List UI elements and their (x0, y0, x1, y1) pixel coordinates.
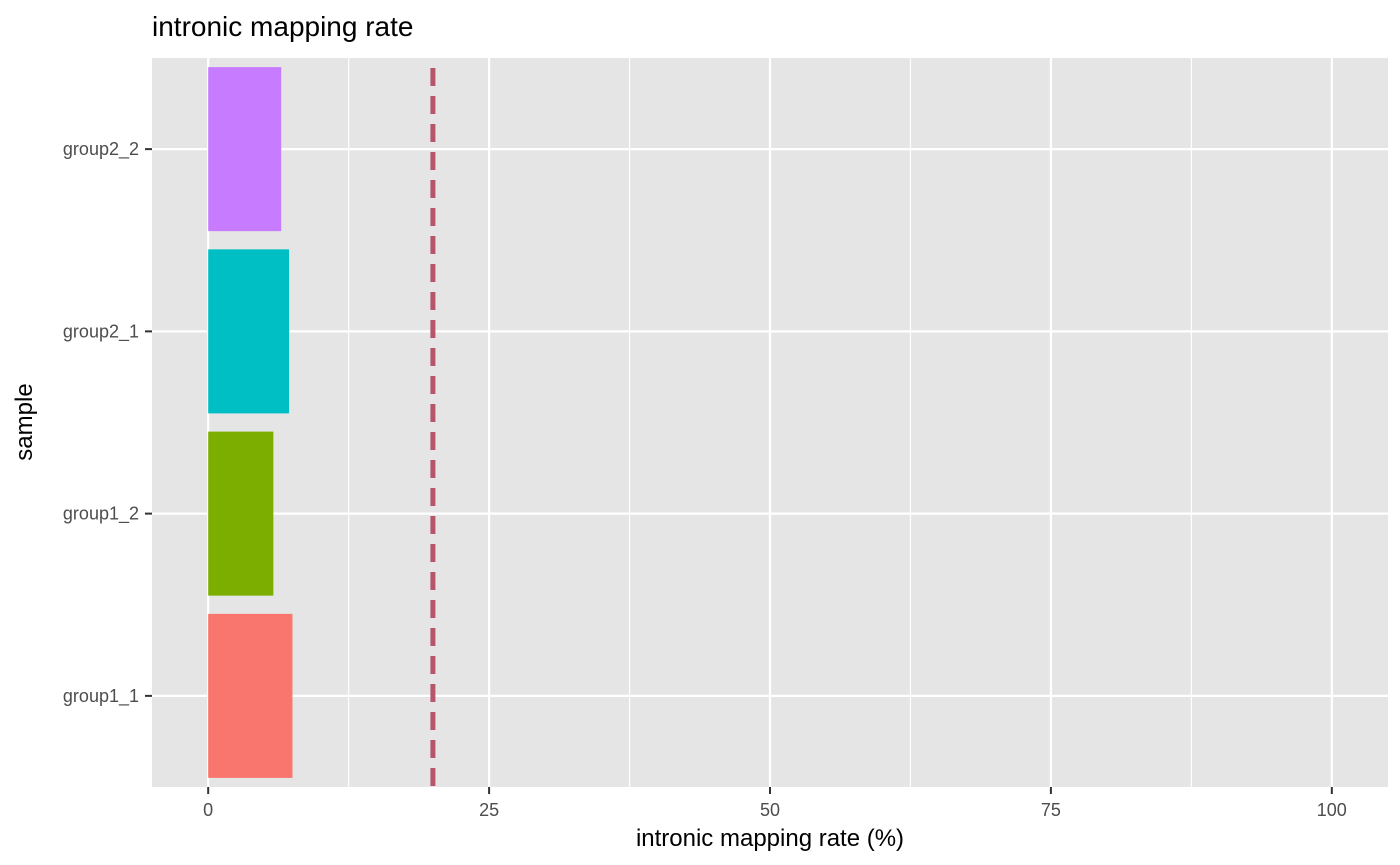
x-axis-title: intronic mapping rate (%) (636, 825, 904, 852)
major-gridlines (152, 58, 1388, 787)
bars (208, 67, 293, 778)
x-tick-label: 100 (1317, 800, 1347, 820)
x-tick-label: 50 (760, 800, 780, 820)
bar-group2_2 (208, 67, 282, 232)
minor-gridlines (348, 58, 1192, 787)
x-tick-label: 75 (1041, 800, 1061, 820)
bar-group1_1 (208, 613, 293, 778)
y-tick-label: group1_2 (63, 504, 139, 525)
y-tick-label: group2_2 (63, 139, 139, 160)
y-tick-label: group1_1 (63, 686, 139, 707)
x-tick-label: 25 (479, 800, 499, 820)
x-axis: 0 25 50 75 100 (203, 787, 1347, 820)
x-tick-label: 0 (203, 800, 213, 820)
bar-group2_1 (208, 249, 290, 414)
chart-title: intronic mapping rate (152, 11, 413, 42)
bar-group1_2 (208, 431, 274, 596)
y-axis-title: sample (11, 383, 38, 460)
y-tick-label: group2_1 (63, 321, 139, 342)
y-axis: group1_1 group1_2 group2_1 group2_2 (63, 139, 152, 707)
